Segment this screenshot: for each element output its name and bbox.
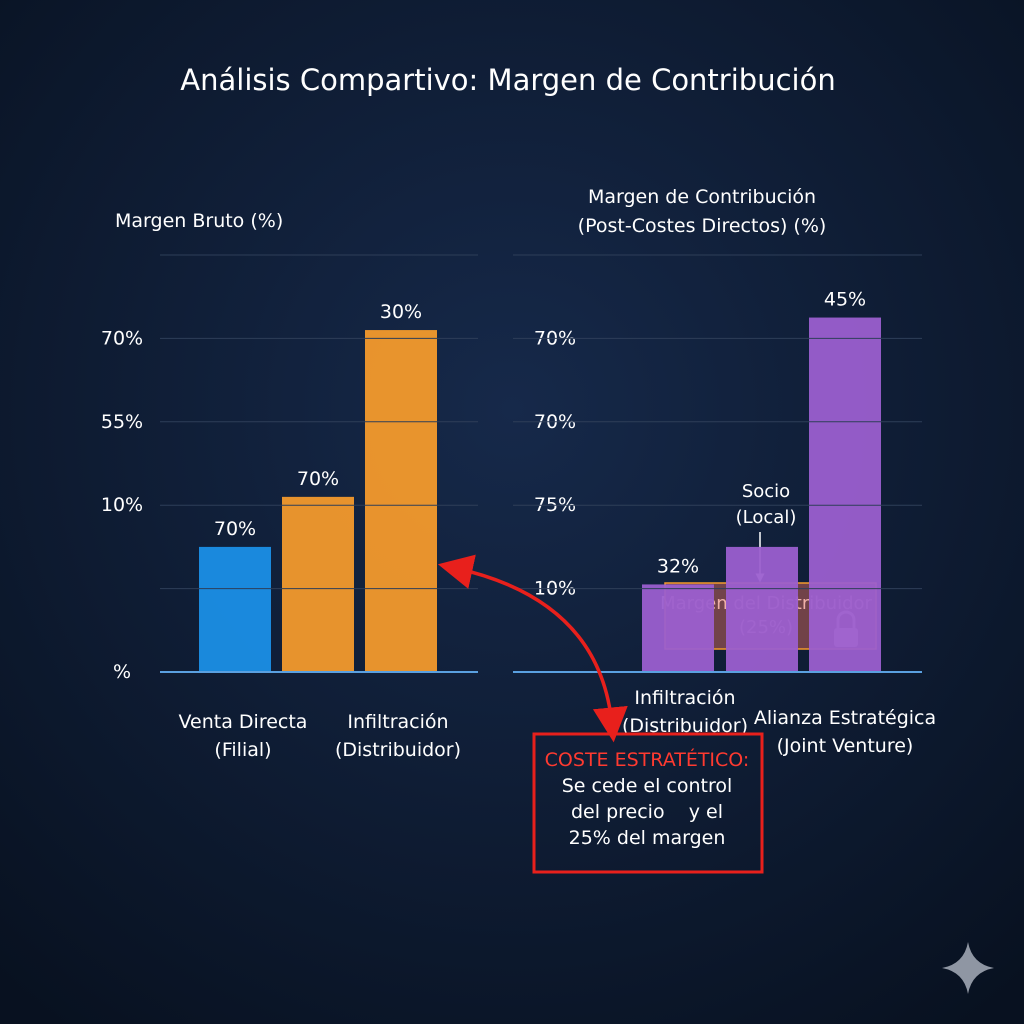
chart-title: Análisis Compartivo: Margen de Contribuc…	[180, 63, 835, 97]
y-tick-label: %	[113, 661, 131, 683]
bar	[282, 496, 354, 672]
arrow	[437, 554, 628, 743]
callout-box	[532, 732, 764, 874]
data-label: 70%	[297, 467, 339, 489]
bar	[642, 584, 714, 672]
logo	[942, 942, 994, 994]
y-tick-label: 10%	[101, 494, 143, 516]
bar	[365, 330, 437, 672]
x-tick-label: Infiltración (Distribuidor)	[622, 687, 748, 737]
data-label: 32%	[657, 555, 699, 577]
data-label: 30%	[380, 301, 422, 323]
bar	[199, 546, 271, 672]
axis-title: Margen Bruto (%)	[115, 210, 283, 232]
callout-body: Se cede el control del precio y el 25% del…	[562, 775, 733, 849]
bar	[726, 546, 798, 672]
bar	[809, 317, 881, 672]
y-tick-label: 70%	[101, 327, 143, 349]
x-tick-label: Infiltración (Distribuidor)	[335, 711, 461, 761]
data-label: 70%	[214, 517, 256, 539]
axis-title: Margen de Contribución (Post-Costes Direc…	[578, 186, 827, 237]
callout-heading: COSTE ESTRATÉTICO:	[545, 748, 750, 771]
annotation: Socio (Local)	[736, 481, 797, 528]
data-label: 45%	[824, 288, 866, 310]
y-tick-label: 55%	[101, 410, 143, 432]
x-tick-label: Venta Directa (Filial)	[179, 711, 308, 761]
x-tick-label: Alianza Estratégica (Joint Venture)	[754, 707, 936, 757]
